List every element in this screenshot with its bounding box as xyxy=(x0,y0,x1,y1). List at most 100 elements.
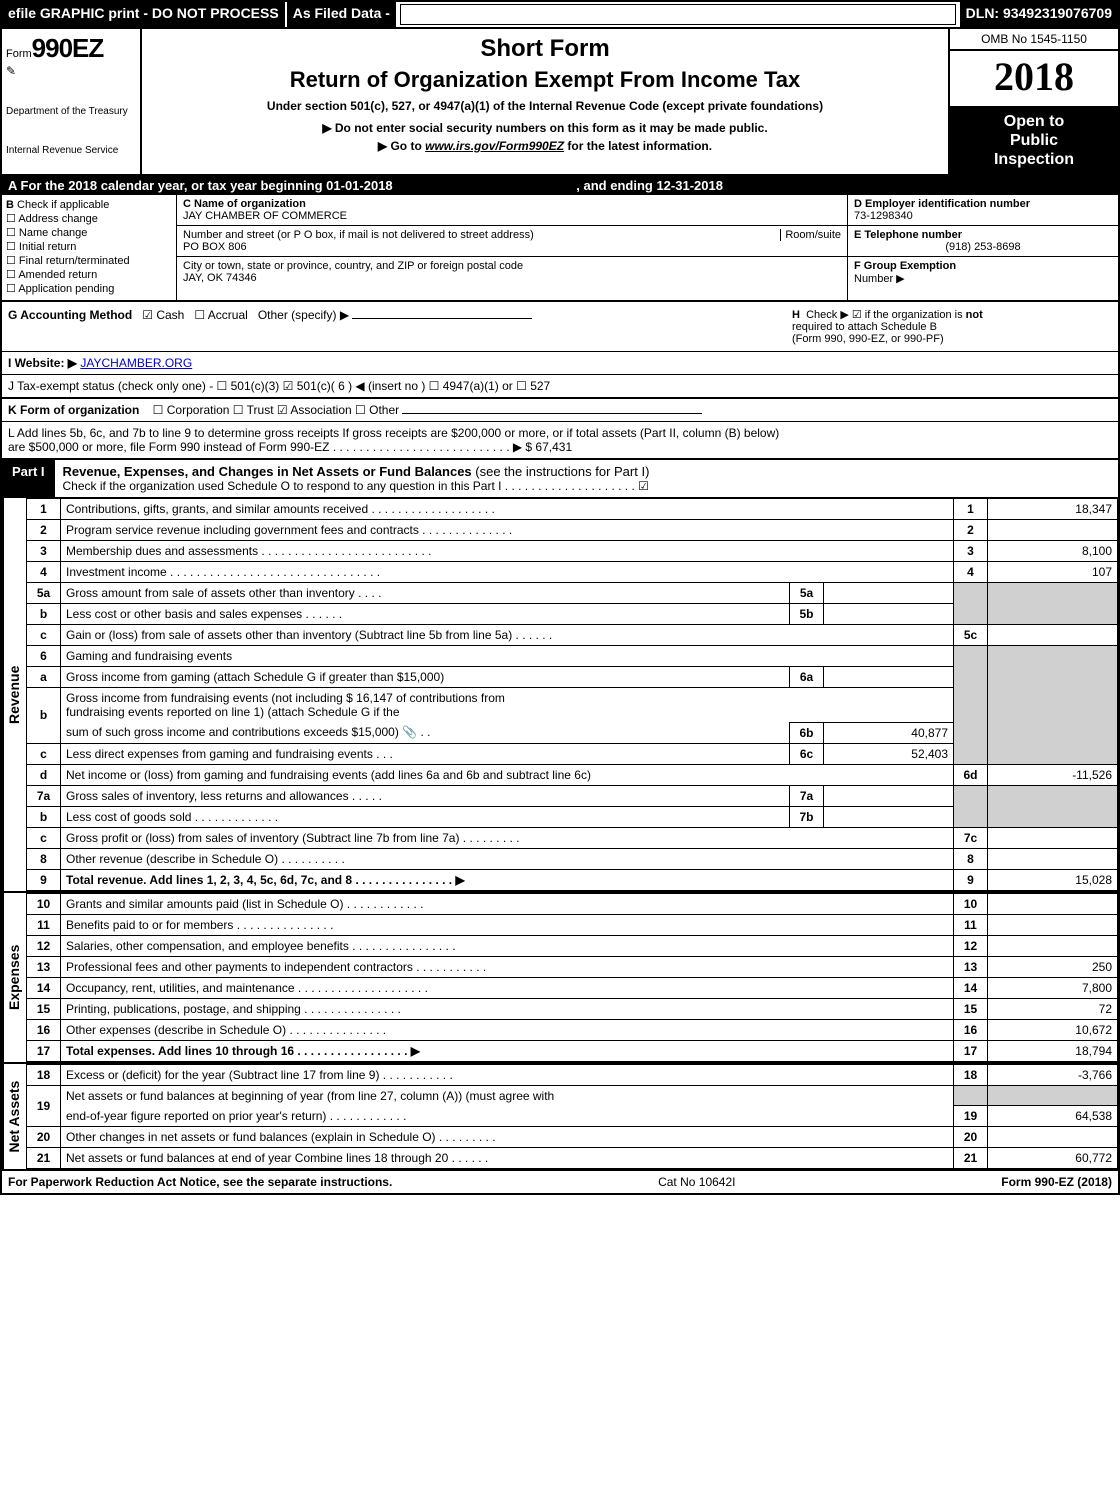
goto-line: ▶ Go to www.irs.gov/Form990EZ for the la… xyxy=(152,139,938,153)
ssn-warning: ▶ Do not enter social security numbers o… xyxy=(152,121,938,135)
org-city: JAY, OK 74346 xyxy=(183,272,841,284)
dept-treasury: Department of the Treasury xyxy=(6,106,136,117)
revenue-side-label: Revenue xyxy=(2,498,26,891)
g-accrual[interactable]: ☐ Accrual xyxy=(194,308,247,322)
topbar: efile GRAPHIC print - DO NOT PROCESS As … xyxy=(2,2,1118,29)
f-group: F Group Exemption Number ▶ xyxy=(848,257,1118,288)
h-text2: required to attach Schedule B xyxy=(792,321,937,333)
netassets-section: Net Assets 18Excess or (deficit) for the… xyxy=(2,1064,1118,1172)
l-text1: L Add lines 5b, 6c, and 7b to line 9 to … xyxy=(8,426,1112,440)
street-label: Number and street (or P O box, if mail i… xyxy=(183,229,780,241)
h-text1: Check ▶ ☑ if the organization is xyxy=(806,309,966,321)
row-a-text: For the 2018 calendar year, or tax year … xyxy=(21,178,393,193)
netassets-table: 18Excess or (deficit) for the year (Subt… xyxy=(26,1064,1118,1170)
part1-tag: Part I xyxy=(2,460,55,497)
dept-irs: Internal Revenue Service xyxy=(6,145,136,156)
footer-right: Form 990-EZ (2018) xyxy=(1001,1175,1112,1189)
chk-name[interactable]: ☐ Name change xyxy=(6,226,172,239)
city-label: City or town, state or province, country… xyxy=(183,260,841,272)
org-street: PO BOX 806 xyxy=(183,241,841,253)
h-label: H xyxy=(792,309,800,321)
chk-amended[interactable]: ☐ Amended return xyxy=(6,268,172,281)
c-name-label: C Name of organization xyxy=(183,198,306,210)
form-page: efile GRAPHIC print - DO NOT PROCESS As … xyxy=(0,0,1120,1195)
section-bcdef: B Check if applicable ☐ Address change ☐… xyxy=(2,195,1118,302)
part1-sub: Check if the organization used Schedule … xyxy=(63,479,1110,493)
k-opts: ☐ Corporation ☐ Trust ☑ Association ☐ Ot… xyxy=(153,403,399,417)
e-phone: E Telephone number (918) 253-8698 xyxy=(848,226,1118,257)
open-line2: Public xyxy=(954,131,1114,150)
b-check-label: Check if applicable xyxy=(17,199,109,211)
row-a-label: A xyxy=(8,178,17,193)
form-header: Form990EZ ✎ Department of the Treasury I… xyxy=(2,29,1118,176)
header-center: Short Form Return of Organization Exempt… xyxy=(142,29,948,174)
c-city: City or town, state or province, country… xyxy=(177,257,847,287)
goto-link[interactable]: www.irs.gov/Form990EZ xyxy=(425,139,564,153)
chk-initial[interactable]: ☐ Initial return xyxy=(6,240,172,253)
e-label: E Telephone number xyxy=(854,229,962,241)
h-schedule-b: H Check ▶ ☑ if the organization is not r… xyxy=(792,308,1112,345)
chk-pending[interactable]: ☐ Application pending xyxy=(6,282,172,295)
open-line3: Inspection xyxy=(954,150,1114,169)
h-text3: (Form 990, 990-EZ, or 990-PF) xyxy=(792,333,944,345)
org-name: JAY CHAMBER OF COMMERCE xyxy=(183,210,841,222)
header-left: Form990EZ ✎ Department of the Treasury I… xyxy=(2,29,142,174)
expenses-table: 10Grants and similar amounts paid (list … xyxy=(26,893,1118,1062)
expenses-side-label: Expenses xyxy=(2,893,26,1062)
revenue-section: Revenue 1Contributions, gifts, grants, a… xyxy=(2,498,1118,893)
i-label: I Website: ▶ xyxy=(8,356,77,370)
c-street: Number and street (or P O box, if mail i… xyxy=(177,226,847,257)
col-d: D Employer identification number 73-1298… xyxy=(848,195,1118,300)
efile-label: efile GRAPHIC print - DO NOT PROCESS xyxy=(2,2,285,27)
omb-number: OMB No 1545-1150 xyxy=(950,29,1118,51)
open-to-public: Open to Public Inspection xyxy=(950,108,1118,174)
j-row: J Tax-exempt status (check only one) - ☐… xyxy=(2,375,1118,399)
asfiled-label: As Filed Data - xyxy=(285,2,396,27)
part1-header: Part I Revenue, Expenses, and Changes in… xyxy=(2,460,1118,498)
asfiled-input[interactable] xyxy=(400,4,956,25)
row-a: A For the 2018 calendar year, or tax yea… xyxy=(2,176,1118,195)
goto-post: for the latest information. xyxy=(564,139,712,153)
d-label: D Employer identification number xyxy=(854,198,1030,210)
k-row: K Form of organization ☐ Corporation ☐ T… xyxy=(2,399,1118,422)
header-right: OMB No 1545-1150 2018 Open to Public Ins… xyxy=(948,29,1118,174)
dln-label: DLN: 93492319076709 xyxy=(960,2,1118,27)
l-text2: are $500,000 or more, file Form 990 inst… xyxy=(8,440,1112,454)
k-label: K Form of organization xyxy=(8,403,139,417)
form-number: 990EZ xyxy=(32,33,104,63)
row-a-ending: , and ending 12-31-2018 xyxy=(576,178,723,193)
l-row: L Add lines 5b, 6c, and 7b to line 9 to … xyxy=(2,422,1118,460)
g-other[interactable]: Other (specify) ▶ xyxy=(258,308,349,322)
f-label2: Number ▶ xyxy=(854,272,1112,285)
tax-year: 2018 xyxy=(950,51,1118,108)
chk-final[interactable]: ☐ Final return/terminated xyxy=(6,254,172,267)
b-label: B xyxy=(6,199,14,211)
expenses-section: Expenses 10Grants and similar amounts pa… xyxy=(2,893,1118,1064)
c-name: C Name of organization JAY CHAMBER OF CO… xyxy=(177,195,847,226)
g-cash[interactable]: ☑ Cash xyxy=(142,308,184,322)
col-b: B Check if applicable ☐ Address change ☐… xyxy=(2,195,177,300)
revenue-table: 1Contributions, gifts, grants, and simil… xyxy=(26,498,1118,891)
website-link[interactable]: JAYCHAMBER.ORG xyxy=(80,356,192,370)
form-title: Return of Organization Exempt From Incom… xyxy=(152,67,938,93)
g-label: G Accounting Method xyxy=(8,308,132,322)
j-text: J Tax-exempt status (check only one) - ☐… xyxy=(8,379,550,393)
under-section: Under section 501(c), 527, or 4947(a)(1)… xyxy=(152,99,938,113)
gh-row: G Accounting Method ☑ Cash ☐ Accrual Oth… xyxy=(2,302,1118,352)
form-prefix: Form xyxy=(6,48,32,60)
h-not: not xyxy=(966,309,983,321)
room-label: Room/suite xyxy=(780,229,841,241)
open-line1: Open to xyxy=(954,112,1114,131)
footer-left: For Paperwork Reduction Act Notice, see … xyxy=(8,1175,392,1189)
f-label: F Group Exemption xyxy=(854,260,956,272)
phone-value: (918) 253-8698 xyxy=(854,241,1112,253)
pencil-icon: ✎ xyxy=(6,64,136,78)
chk-address[interactable]: ☐ Address change xyxy=(6,212,172,225)
d-ein: D Employer identification number 73-1298… xyxy=(848,195,1118,226)
g-accounting: G Accounting Method ☑ Cash ☐ Accrual Oth… xyxy=(8,308,792,345)
page-footer: For Paperwork Reduction Act Notice, see … xyxy=(2,1171,1118,1193)
footer-mid: Cat No 10642I xyxy=(658,1175,735,1189)
ein-value: 73-1298340 xyxy=(854,210,1112,222)
part1-title: Revenue, Expenses, and Changes in Net As… xyxy=(55,460,1118,497)
website-row: I Website: ▶ JAYCHAMBER.ORG xyxy=(2,352,1118,375)
